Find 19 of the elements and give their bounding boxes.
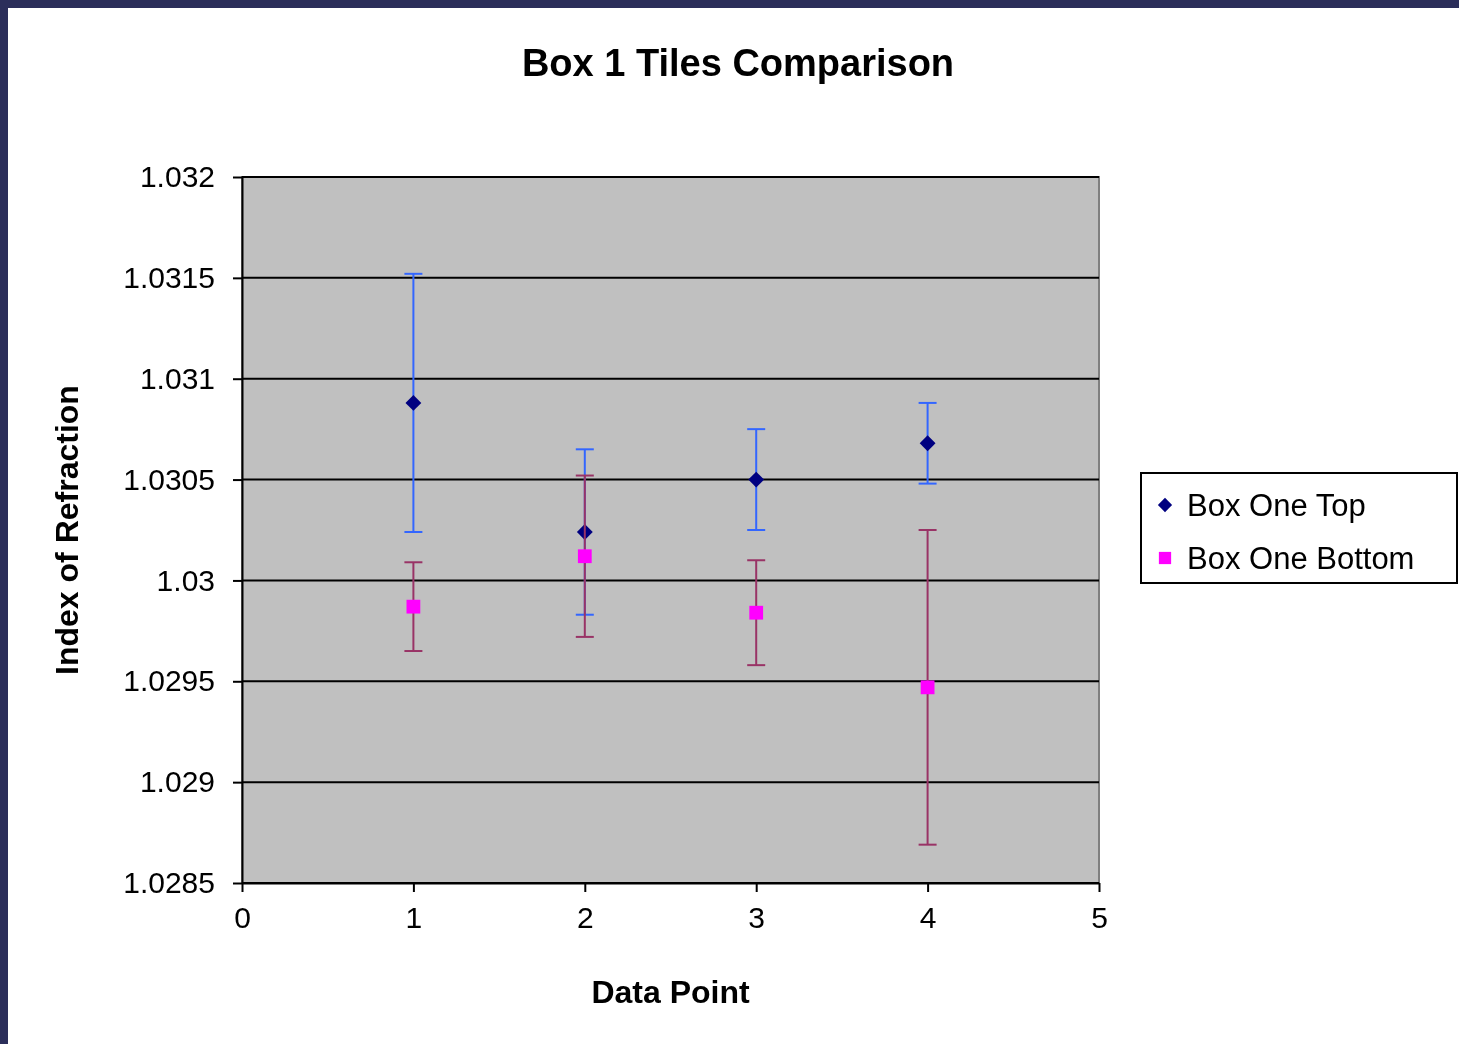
y-tick-label: 1.0315 xyxy=(123,260,215,294)
y-tick-label: 1.0285 xyxy=(123,866,215,900)
y-tick-label: 1.0305 xyxy=(123,462,215,496)
y-tick-label: 1.032 xyxy=(139,160,215,194)
x-axis-title: Data Point xyxy=(591,974,750,1010)
x-tick-label: 5 xyxy=(1091,901,1108,935)
x-tick-label: 1 xyxy=(405,901,423,935)
chart-title: Box 1 Tiles Comparison xyxy=(521,42,955,84)
y-tick-label: 1.031 xyxy=(139,361,215,395)
x-tick-label: 3 xyxy=(748,901,766,935)
y-tick-label: 1.0295 xyxy=(123,664,215,698)
x-tick-label: 0 xyxy=(234,901,251,935)
y-tick-label: 1.03 xyxy=(156,563,215,597)
x-tick-label: 4 xyxy=(919,901,937,935)
legend-label: Box One Bottom xyxy=(1187,541,1415,576)
y-tick-label: 1.029 xyxy=(139,765,215,799)
x-tick-label: 2 xyxy=(576,901,594,935)
y-axis-title: Index of Refraction xyxy=(49,385,85,675)
legend-label: Box One Top xyxy=(1187,488,1366,523)
